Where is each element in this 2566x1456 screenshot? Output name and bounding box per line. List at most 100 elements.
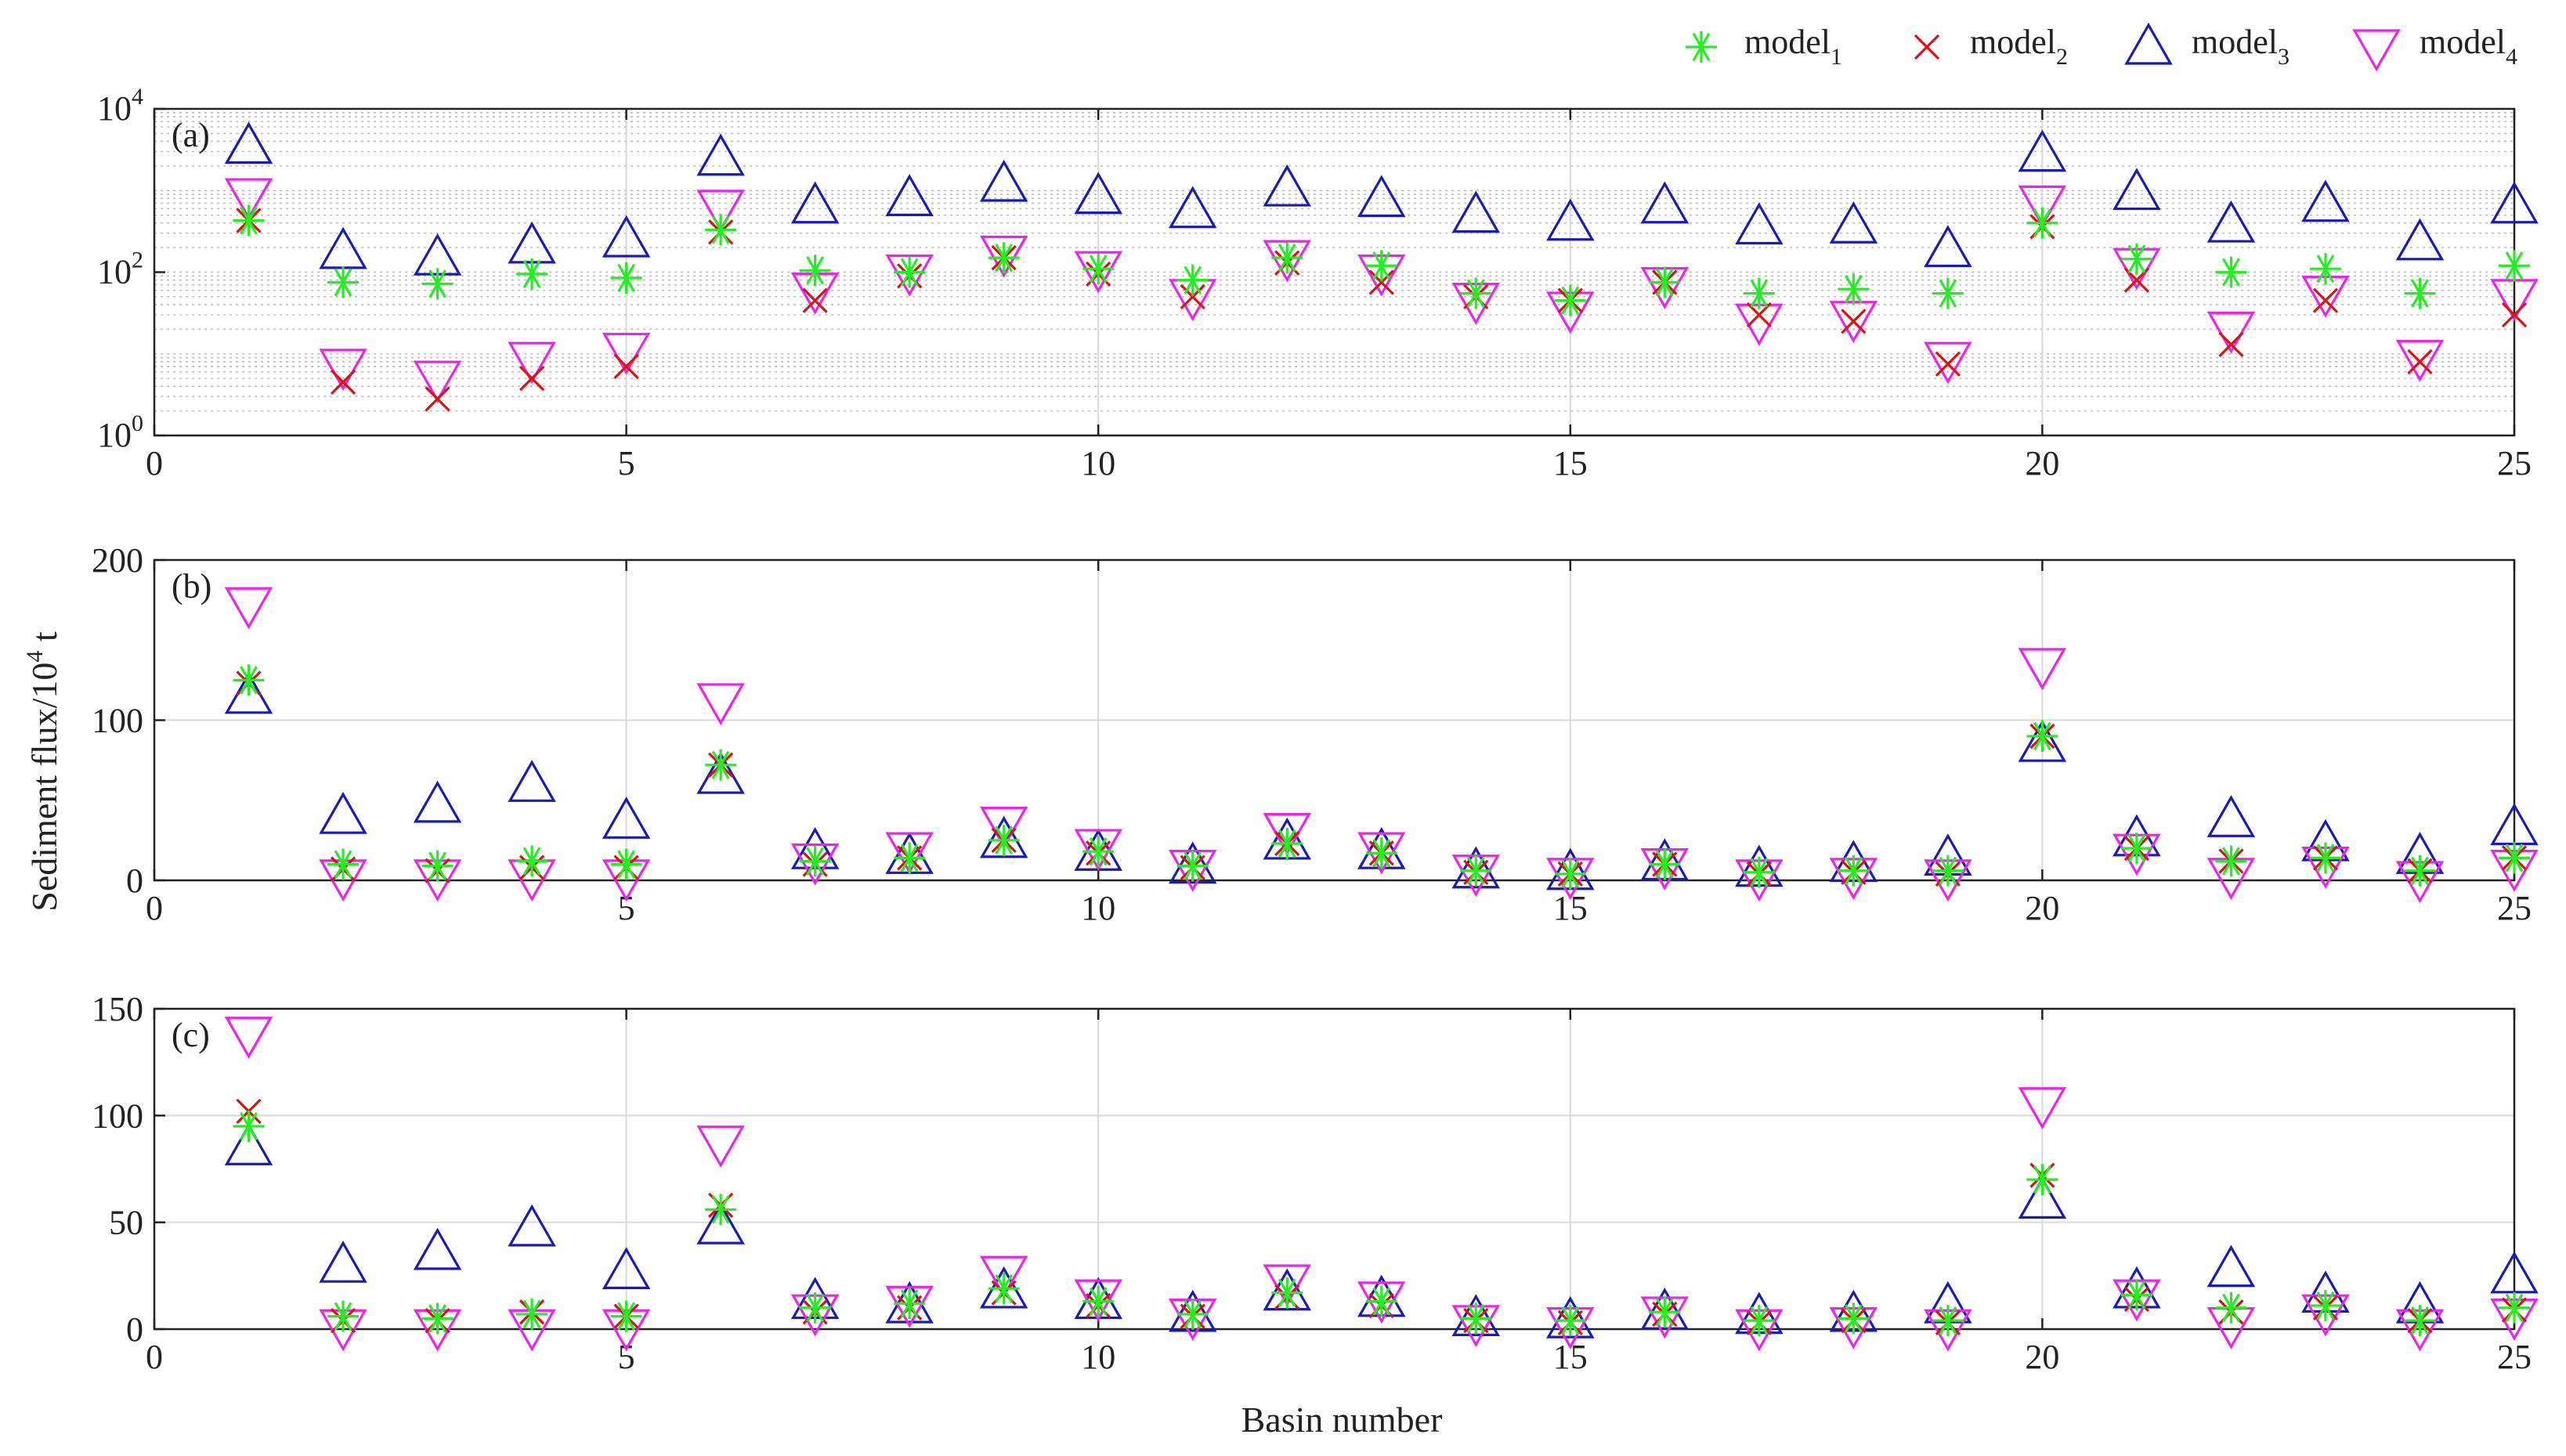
point-model3-basin-12: [1263, 1268, 1311, 1311]
y-tick-label: 102: [97, 247, 143, 291]
point-model4-basin-22: [2206, 311, 2256, 354]
point-model1-basin-10: [1082, 1285, 1115, 1317]
point-model1-basin-15: [1554, 858, 1586, 890]
point-model4-basin-20: [2018, 648, 2067, 691]
panel-label: (c): [172, 1016, 210, 1054]
point-model2-basin-11: [1180, 284, 1205, 310]
y-tick-label: 200: [92, 541, 143, 580]
y-axis-label-base: Sediment flux/10: [24, 663, 64, 912]
point-model1-basin-17: [1743, 277, 1775, 309]
point-model1-basin-5: [610, 262, 642, 294]
point-model3-basin-20: [2018, 719, 2067, 762]
y-tick-label-exp: 2: [132, 247, 143, 273]
y-tick-label: 50: [109, 1204, 143, 1242]
point-model4-basin-9: [979, 1255, 1028, 1299]
point-model3-basin-14: [1451, 190, 1501, 233]
x-tick-label: 10: [1081, 1338, 1115, 1376]
point-model4-basin-6: [696, 1125, 745, 1169]
legend-label-model1: model1: [1744, 23, 1842, 70]
point-model3-basin-10: [1074, 172, 1122, 215]
point-model3-basin-12: [1263, 164, 1311, 207]
point-model4-basin-6: [696, 683, 745, 726]
point-model1-basin-21: [2120, 833, 2152, 865]
point-model3-basin-14: [1451, 846, 1501, 889]
point-model3-basin-2: [319, 1240, 367, 1283]
grid: [154, 1008, 2515, 1330]
panel-label: (a): [172, 116, 210, 154]
point-model4-basin-10: [1074, 251, 1122, 294]
point-model1-basin-24: [2404, 1305, 2436, 1337]
point-model1-basin-3: [421, 1302, 454, 1335]
point-model1-basin-6: [705, 749, 737, 781]
point-model2-basin-13: [1368, 269, 1394, 295]
point-model1-basin-19: [1932, 277, 1964, 309]
legend-label-base: model: [1970, 23, 2056, 61]
legend-label-model2: model2: [1970, 23, 2068, 70]
x-tick-label: 0: [146, 1338, 163, 1376]
point-model1-basin-7: [799, 255, 831, 287]
point-model3-basin-16: [1640, 1287, 1690, 1330]
point-model1-basin-4: [516, 845, 548, 877]
legend-item-model1: model1: [1686, 23, 1842, 70]
point-model4-basin-20: [2018, 185, 2067, 228]
point-model1-basin-14: [1460, 1302, 1492, 1335]
series-model1: [233, 204, 2530, 316]
point-model1-basin-12: [1271, 242, 1303, 274]
point-model1-basin-8: [894, 256, 926, 288]
point-model4-basin-17: [1735, 303, 1784, 346]
y-tick-label-base: 10: [97, 416, 132, 454]
series-model3: [224, 121, 2539, 276]
point-model1-basin-24: [2404, 854, 2436, 887]
point-model4-basin-7: [790, 843, 840, 886]
grid: [154, 108, 2515, 436]
point-model4-basin-10: [1074, 1279, 1122, 1322]
point-model3-basin-25: [2490, 181, 2539, 224]
x-axis-label: Basin number: [1241, 1400, 1443, 1440]
point-model3-basin-20: [2018, 129, 2067, 172]
point-model4-basin-1: [224, 178, 273, 221]
point-model3-basin-6: [696, 1201, 745, 1245]
point-model3-basin-13: [1357, 175, 1406, 218]
point-model3-basin-22: [2206, 1245, 2256, 1288]
point-model3-basin-8: [885, 174, 934, 216]
panel-b: 0 5 10 15 20 25 0 100 200 (b): [92, 541, 2539, 927]
point-model2-basin-2: [330, 369, 356, 396]
x-tick-label: 25: [2497, 889, 2532, 927]
series-model4: [224, 178, 2539, 403]
point-model4-basin-3: [413, 360, 462, 403]
point-model1-basin-6: [705, 1194, 737, 1226]
legend-marker-model4: [2352, 29, 2401, 72]
point-model3-basin-5: [602, 215, 651, 258]
y-tick-label: 150: [92, 990, 143, 1028]
point-model2-basin-7: [802, 287, 828, 313]
panel-c: 0 5 10 15 20 25 0 50 100 150 (c): [92, 990, 2539, 1376]
point-model3-basin-15: [1546, 198, 1595, 241]
panel-label: (b): [172, 567, 211, 605]
point-model3-basin-11: [1168, 1289, 1217, 1332]
x-tick-label: 0: [146, 889, 163, 927]
grid: [154, 559, 2515, 881]
point-model1-basin-18: [1838, 273, 1870, 305]
x-tick-label: 5: [618, 444, 635, 482]
point-model4-basin-6: [696, 190, 745, 233]
point-model1-basin-8: [894, 842, 926, 874]
point-model1-basin-21: [2120, 243, 2152, 275]
point-model3-basin-24: [2395, 218, 2445, 261]
y-tick-label: 100: [97, 410, 143, 454]
point-model1-basin-18: [1838, 854, 1870, 887]
series-model1: [233, 1110, 2530, 1337]
point-model4-basin-1: [224, 1017, 273, 1059]
point-model3-basin-2: [319, 226, 367, 269]
point-model3-basin-11: [1168, 841, 1217, 884]
point-model2-basin-3: [425, 386, 450, 412]
y-tick-label: 0: [126, 862, 143, 900]
point-model1-basin-23: [2309, 253, 2341, 285]
x-tick-label: 20: [2025, 1338, 2059, 1376]
point-model1-basin-9: [988, 242, 1020, 274]
point-model2-basin-17: [1746, 302, 1772, 328]
point-model4-basin-4: [508, 341, 556, 385]
point-model1-basin-24: [2404, 277, 2436, 309]
point-model4-basin-19: [1924, 341, 1972, 385]
point-model4-basin-10: [1074, 829, 1122, 872]
point-model4-basin-5: [602, 332, 651, 375]
